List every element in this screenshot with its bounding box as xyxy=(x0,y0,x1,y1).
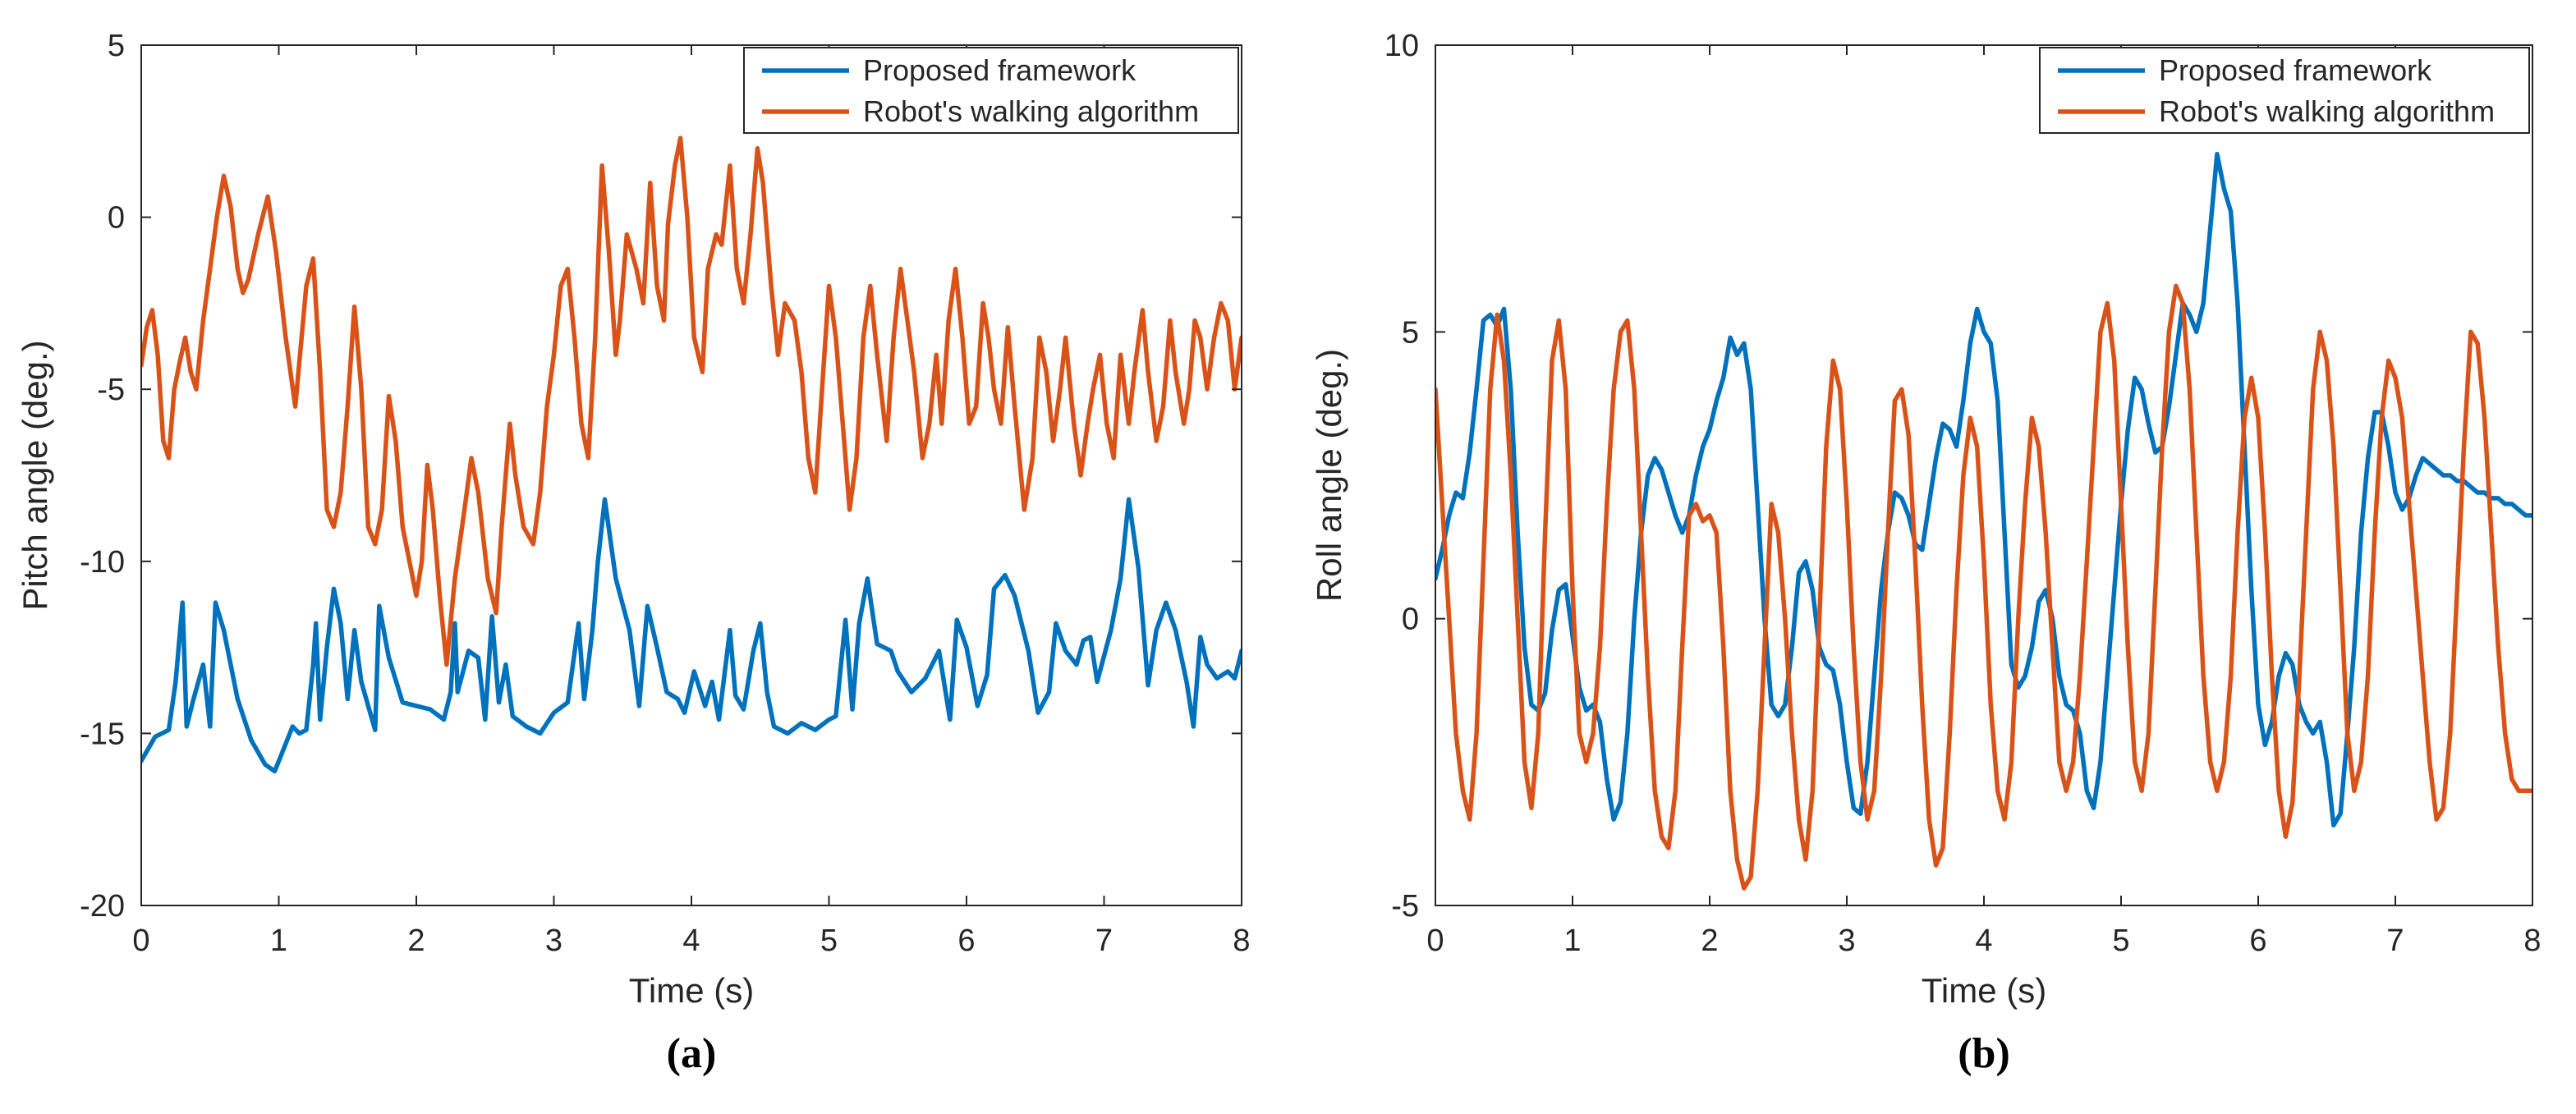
x-tick-label: 5 xyxy=(820,924,838,958)
legend-box xyxy=(743,47,1239,134)
x-tick-label: 8 xyxy=(2523,924,2541,958)
x-tick-label: 1 xyxy=(1564,924,1581,958)
series-line-robot-walking-algorithm xyxy=(1435,283,2532,891)
x-tick-label: 3 xyxy=(545,924,562,958)
x-tick-label: 7 xyxy=(2386,924,2404,958)
series-line-proposed-framework xyxy=(141,497,1242,774)
y-tick-label: 5 xyxy=(108,29,125,63)
y-axis-label: Roll angle (deg.) xyxy=(1310,349,1348,602)
series-line-proposed-framework xyxy=(1435,151,2532,827)
legend-box xyxy=(2039,47,2530,134)
panel-caption: (b) xyxy=(1958,1030,2010,1077)
y-tick-label: -5 xyxy=(1391,889,1419,924)
x-axis-label: Time (s) xyxy=(629,971,754,1010)
legend: Proposed framework Robot's walking algori… xyxy=(2039,47,2530,134)
legend-label: Robot's walking algorithm xyxy=(863,94,1199,128)
legend-label: Proposed framework xyxy=(863,53,1136,87)
x-tick-label: 4 xyxy=(1975,924,1992,958)
x-tick-label: 6 xyxy=(957,924,975,958)
x-tick-label: 3 xyxy=(1838,924,1855,958)
y-tick-label: 0 xyxy=(1402,603,1419,637)
x-tick-label: 6 xyxy=(2249,924,2266,958)
panel-a: 0 1 2 3 4 5 6 7 8 -20 -15 -10 -5 0 5 Time (s) Pitch angl… xyxy=(16,29,1251,1077)
x-axis-label: Time (s) xyxy=(1922,971,2046,1010)
y-tick-label: -20 xyxy=(80,889,125,924)
x-tick-label: 8 xyxy=(1233,924,1250,958)
x-tick-label: 0 xyxy=(1426,924,1444,958)
legend: Proposed framework Robot's walking algori… xyxy=(743,47,1239,134)
y-tick-label: 5 xyxy=(1402,315,1419,350)
y-tick-label: -5 xyxy=(97,373,125,407)
x-tick-label: 7 xyxy=(1095,924,1113,958)
x-tick-label: 0 xyxy=(132,924,149,958)
y-tick-label: -15 xyxy=(80,717,125,751)
y-tick-label: 10 xyxy=(1384,29,1419,63)
legend-label: Proposed framework xyxy=(2159,53,2432,87)
y-tick-label: -10 xyxy=(80,545,125,580)
x-tick-label: 1 xyxy=(270,924,287,958)
x-tick-label: 2 xyxy=(1701,924,1718,958)
legend-label: Robot's walking algorithm xyxy=(2159,94,2495,128)
y-tick-label: 0 xyxy=(108,201,125,236)
x-tick-label: 5 xyxy=(2112,924,2129,958)
series-line-robot-walking-algorithm xyxy=(141,135,1242,667)
y-axis-label: Pitch angle (deg.) xyxy=(16,340,54,610)
x-tick-label: 2 xyxy=(407,924,425,958)
x-tick-label: 4 xyxy=(682,924,700,958)
panel-caption: (a) xyxy=(667,1030,717,1077)
